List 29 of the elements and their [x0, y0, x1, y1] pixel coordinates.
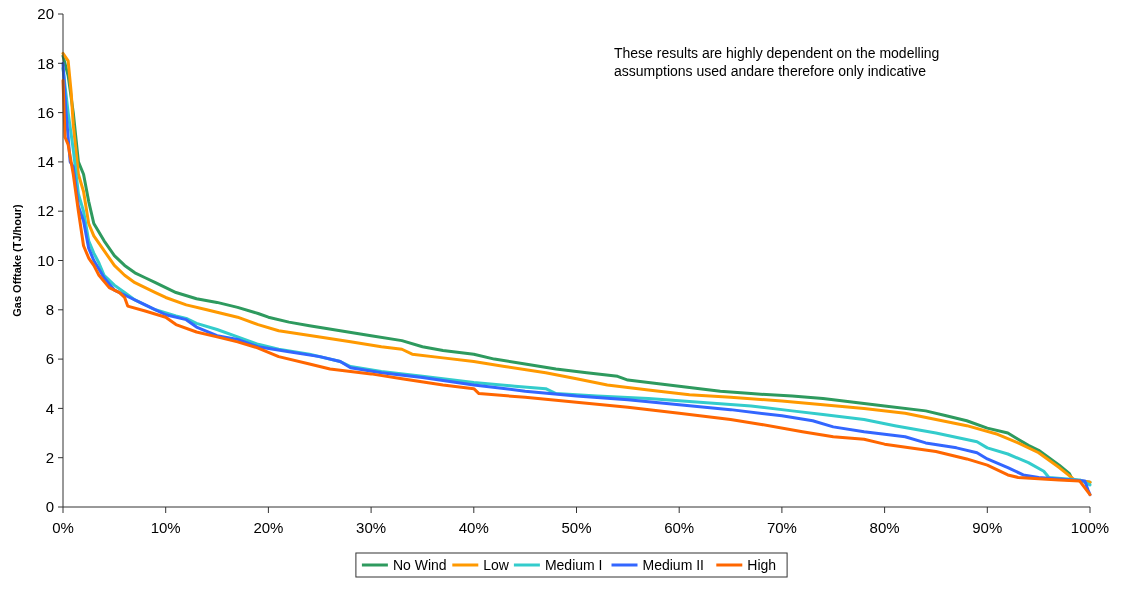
y-tick-label: 14	[37, 153, 54, 171]
legend-label: No Wind	[392, 556, 447, 573]
x-tick-label: 10%	[150, 519, 181, 536]
x-tick-label: 0%	[52, 519, 74, 536]
y-tick-label: 12	[37, 202, 54, 220]
x-tick-label: 100%	[1070, 519, 1110, 536]
x-tick-label: 40%	[458, 519, 489, 536]
x-tick-label: 90%	[972, 519, 1003, 536]
y-tick-label: 16	[37, 103, 54, 121]
legend-label: Medium I	[544, 556, 603, 573]
y-axis-title: Gas Offtake (TJ/hour)	[11, 203, 23, 317]
legend-label: Medium II	[642, 556, 704, 573]
y-tick-label: 10	[37, 251, 54, 269]
x-tick-label: 80%	[869, 519, 900, 536]
annotation: These results are highly dependent on the modelling assumptions used andare therefore only indicative	[614, 45, 940, 79]
x-tick-label: 20%	[253, 519, 284, 536]
y-tick-label: 2	[45, 448, 54, 466]
y-tick-label: 0	[45, 498, 54, 516]
legend-label: Low	[483, 556, 510, 573]
x-tick-label: 70%	[766, 519, 797, 536]
x-tick-label: 60%	[664, 519, 695, 536]
y-tick-label: 8	[45, 301, 54, 319]
y-tick-label: 20	[37, 5, 54, 23]
x-tick-label: 50%	[561, 519, 592, 536]
x-tick-label: 30%	[356, 519, 387, 536]
legend-label: High	[747, 556, 777, 573]
y-tick-label: 6	[45, 350, 54, 368]
y-tick-label: 18	[37, 54, 54, 72]
y-tick-label: 4	[45, 399, 54, 417]
